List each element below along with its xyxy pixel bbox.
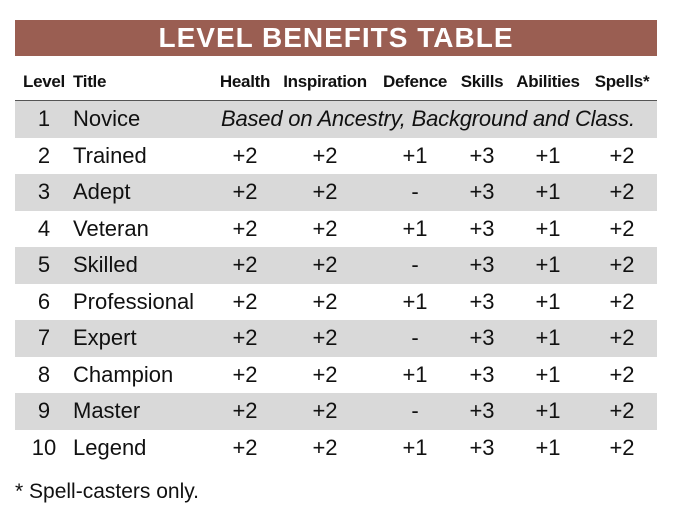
level-note: Based on Ancestry, Background and Class. bbox=[215, 100, 657, 138]
table-row: 1 Novice Based on Ancestry, Background and… bbox=[15, 100, 657, 138]
value-cell: +2 bbox=[232, 434, 258, 460]
level-cell: 6 bbox=[37, 288, 51, 314]
value-cell: +2 bbox=[609, 361, 635, 387]
value-cell: +1 bbox=[402, 142, 428, 168]
column-header-skills: Skills bbox=[455, 64, 509, 101]
level-cell: 2 bbox=[37, 142, 51, 168]
level-cell: 3 bbox=[15, 174, 73, 211]
value-cell: +3 bbox=[469, 361, 495, 387]
value-cell: +1 bbox=[402, 434, 428, 460]
value-cell: +2 bbox=[232, 361, 258, 387]
value-cell: +2 bbox=[232, 288, 258, 314]
table-row: 10 Legend +2 +2 +1 +3 +1 +2 bbox=[15, 430, 657, 467]
table-title: LEVEL BENEFITS TABLE bbox=[15, 20, 657, 56]
title-cell: Veteran bbox=[73, 215, 149, 241]
value-cell: +2 bbox=[312, 361, 338, 387]
table-row: 8 Champion +2 +2 +1 +3 +1 +2 bbox=[15, 357, 657, 394]
table-row: 6 Professional +2 +2 +1 +3 +1 +2 bbox=[15, 284, 657, 321]
value-cell: +2 bbox=[215, 174, 275, 211]
column-header-defence: Defence bbox=[375, 64, 455, 101]
title-cell: Master bbox=[73, 393, 215, 430]
value-cell: +1 bbox=[509, 247, 587, 284]
value-cell: +2 bbox=[609, 142, 635, 168]
value-cell: +2 bbox=[275, 174, 375, 211]
header-row: Level Title Health Inspiration Defence Skills… bbox=[15, 64, 657, 101]
value-cell: +2 bbox=[215, 320, 275, 357]
value-cell: +3 bbox=[469, 142, 495, 168]
level-cell: 4 bbox=[37, 215, 51, 241]
value-cell: +1 bbox=[402, 288, 428, 314]
value-cell: +2 bbox=[215, 393, 275, 430]
title-cell: Champion bbox=[73, 361, 174, 387]
value-cell: +1 bbox=[509, 393, 587, 430]
column-header-title: Title bbox=[73, 64, 215, 101]
value-cell: +2 bbox=[275, 320, 375, 357]
value-cell: +3 bbox=[469, 288, 495, 314]
title-cell: Novice bbox=[73, 100, 215, 138]
value-cell: +2 bbox=[587, 174, 657, 211]
level-cell: 10 bbox=[31, 434, 57, 460]
value-cell: +1 bbox=[509, 174, 587, 211]
value-cell: +3 bbox=[469, 434, 495, 460]
value-cell: +2 bbox=[587, 247, 657, 284]
value-cell: +1 bbox=[402, 361, 428, 387]
value-cell: +1 bbox=[535, 434, 561, 460]
value-cell: +2 bbox=[587, 393, 657, 430]
footnote: * Spell-casters only. bbox=[15, 480, 200, 503]
title-cell: Adept bbox=[73, 174, 215, 211]
level-cell: 8 bbox=[37, 361, 51, 387]
value-cell: +1 bbox=[535, 288, 561, 314]
value-cell: - bbox=[375, 247, 455, 284]
column-header-level: Level bbox=[15, 64, 73, 101]
column-header-health: Health bbox=[215, 64, 275, 101]
value-cell: +2 bbox=[275, 247, 375, 284]
value-cell: +3 bbox=[469, 215, 495, 241]
value-cell: - bbox=[375, 174, 455, 211]
table-row: 9 Master +2 +2- +3 +1 +2 bbox=[15, 393, 657, 430]
value-cell: +2 bbox=[312, 434, 338, 460]
column-header-abilities: Abilities bbox=[509, 64, 587, 101]
value-cell: +2 bbox=[609, 434, 635, 460]
table-row: 5 Skilled +2 +2- +3 +1 +2 bbox=[15, 247, 657, 284]
level-cell: 9 bbox=[15, 393, 73, 430]
level-cell: 1 bbox=[15, 100, 73, 138]
value-cell: +3 bbox=[455, 320, 509, 357]
value-cell: +2 bbox=[587, 320, 657, 357]
title-cell: Legend bbox=[73, 434, 147, 460]
title-cell: Expert bbox=[73, 320, 215, 357]
value-cell: - bbox=[375, 320, 455, 357]
table-row: 2 Trained +2 +2 +1 +3 +1 +2 bbox=[15, 138, 657, 175]
value-cell: +3 bbox=[455, 393, 509, 430]
title-cell: Skilled bbox=[73, 247, 215, 284]
value-cell: +1 bbox=[402, 215, 428, 241]
value-cell: +3 bbox=[455, 247, 509, 284]
value-cell: +2 bbox=[312, 215, 338, 241]
value-cell: +2 bbox=[275, 393, 375, 430]
level-cell: 7 bbox=[15, 320, 73, 357]
table-row: 4 Veteran +2 +2 +1 +3 +1 +2 bbox=[15, 211, 657, 248]
value-cell: +1 bbox=[535, 361, 561, 387]
column-header-inspiration: Inspiration bbox=[275, 64, 375, 101]
value-cell: +2 bbox=[609, 288, 635, 314]
value-cell: +2 bbox=[215, 247, 275, 284]
column-header-spells: Spells* bbox=[587, 64, 657, 101]
level-benefits-table: Level Title Health Inspiration Defence Skills… bbox=[15, 64, 657, 466]
value-cell: +1 bbox=[535, 142, 561, 168]
value-cell: +2 bbox=[312, 288, 338, 314]
table-row: 7 Expert +2 +2- +3 +1 +2 bbox=[15, 320, 657, 357]
value-cell: +2 bbox=[232, 142, 258, 168]
title-cell: Trained bbox=[73, 142, 147, 168]
value-cell: +1 bbox=[535, 215, 561, 241]
value-cell: +2 bbox=[232, 215, 258, 241]
value-cell: - bbox=[375, 393, 455, 430]
value-cell: +2 bbox=[609, 215, 635, 241]
title-cell: Professional bbox=[73, 288, 195, 314]
value-cell: +1 bbox=[509, 320, 587, 357]
level-cell: 5 bbox=[15, 247, 73, 284]
value-cell: +3 bbox=[455, 174, 509, 211]
value-cell: +2 bbox=[312, 142, 338, 168]
table-body: 1 Novice Based on Ancestry, Background and… bbox=[15, 100, 657, 467]
table-row: 3 Adept +2 +2- +3 +1 +2 bbox=[15, 174, 657, 211]
